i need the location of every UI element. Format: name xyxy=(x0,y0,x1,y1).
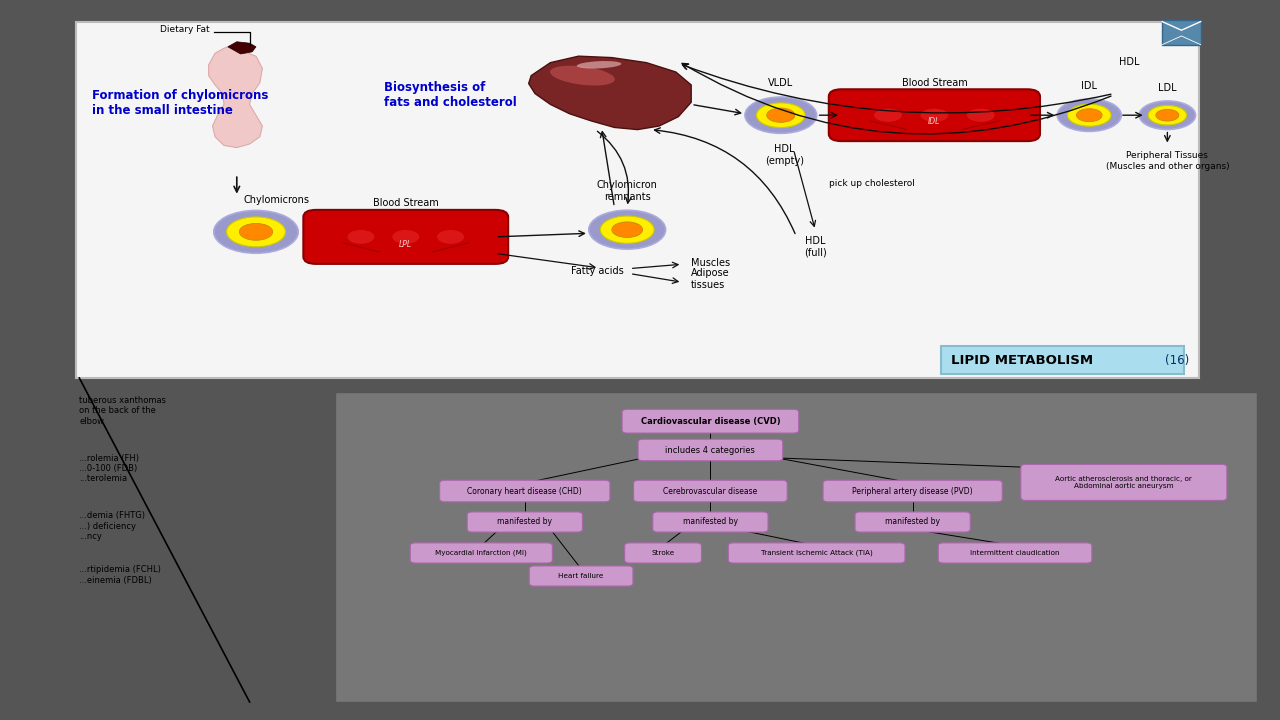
Ellipse shape xyxy=(745,97,817,133)
Polygon shape xyxy=(209,47,262,148)
Ellipse shape xyxy=(239,223,273,240)
Text: HDL
(empty): HDL (empty) xyxy=(765,144,804,166)
Text: includes 4 categories: includes 4 categories xyxy=(666,446,755,454)
Ellipse shape xyxy=(1156,109,1179,121)
Text: manifested by: manifested by xyxy=(498,518,552,526)
Text: Coronary heart disease (CHD): Coronary heart disease (CHD) xyxy=(467,487,582,495)
Ellipse shape xyxy=(392,230,420,244)
Ellipse shape xyxy=(1076,109,1102,122)
Ellipse shape xyxy=(1057,99,1121,132)
FancyArrowPatch shape xyxy=(598,131,631,203)
FancyBboxPatch shape xyxy=(941,346,1184,374)
FancyBboxPatch shape xyxy=(938,543,1092,563)
Ellipse shape xyxy=(600,216,654,243)
FancyBboxPatch shape xyxy=(855,512,970,532)
FancyBboxPatch shape xyxy=(410,543,553,563)
Ellipse shape xyxy=(966,109,995,122)
Text: Heart failure: Heart failure xyxy=(558,573,604,579)
Polygon shape xyxy=(529,56,691,130)
Text: Adipose
tissues: Adipose tissues xyxy=(691,269,730,290)
Text: Formation of chylomicrons
in the small intestine: Formation of chylomicrons in the small i… xyxy=(92,89,269,117)
Ellipse shape xyxy=(436,230,465,244)
Ellipse shape xyxy=(767,108,795,122)
FancyBboxPatch shape xyxy=(639,439,783,461)
Text: Biosynthesis of
fats and cholesterol: Biosynthesis of fats and cholesterol xyxy=(384,81,517,109)
Polygon shape xyxy=(228,42,256,54)
Text: Peripheral Tissues
(Muscles and other organs): Peripheral Tissues (Muscles and other or… xyxy=(1106,151,1229,171)
Ellipse shape xyxy=(589,210,666,249)
Text: LIPID METABOLISM: LIPID METABOLISM xyxy=(951,354,1093,366)
FancyBboxPatch shape xyxy=(467,512,582,532)
Text: Fatty acids: Fatty acids xyxy=(571,266,623,276)
Text: Blood Stream: Blood Stream xyxy=(372,199,439,209)
Text: Chylomicron
remnants: Chylomicron remnants xyxy=(596,180,658,202)
FancyBboxPatch shape xyxy=(625,543,701,563)
Text: pick up cholesterol: pick up cholesterol xyxy=(829,179,915,188)
Text: Peripheral artery disease (PVD): Peripheral artery disease (PVD) xyxy=(852,487,973,495)
Text: ...rtipidemia (FCHL)
...einemia (FDBL): ...rtipidemia (FCHL) ...einemia (FDBL) xyxy=(79,565,161,585)
Ellipse shape xyxy=(214,210,298,253)
Ellipse shape xyxy=(874,109,902,122)
Text: Intermittent claudication: Intermittent claudication xyxy=(970,550,1060,556)
FancyBboxPatch shape xyxy=(440,480,609,502)
Text: Muscles: Muscles xyxy=(691,258,731,269)
Text: Cardiovascular disease (CVD): Cardiovascular disease (CVD) xyxy=(640,417,781,426)
FancyBboxPatch shape xyxy=(530,566,634,586)
Text: (16): (16) xyxy=(1165,354,1189,366)
FancyBboxPatch shape xyxy=(335,392,1257,702)
Ellipse shape xyxy=(1148,106,1187,125)
Text: tuberous xanthomas
on the back of the
elbow: tuberous xanthomas on the back of the el… xyxy=(79,396,166,426)
Ellipse shape xyxy=(550,66,614,86)
Ellipse shape xyxy=(227,217,285,247)
FancyBboxPatch shape xyxy=(823,480,1002,502)
FancyArrowPatch shape xyxy=(682,64,1111,113)
FancyBboxPatch shape xyxy=(1162,20,1201,45)
FancyBboxPatch shape xyxy=(622,409,799,433)
Ellipse shape xyxy=(612,222,643,238)
FancyBboxPatch shape xyxy=(1021,464,1228,500)
Text: Transient Ischemic Attack (TIA): Transient Ischemic Attack (TIA) xyxy=(760,549,873,557)
Ellipse shape xyxy=(920,109,948,122)
Text: HDL: HDL xyxy=(1119,57,1139,67)
Text: Cerebrovascular disease: Cerebrovascular disease xyxy=(663,487,758,495)
Text: Dietary Fat: Dietary Fat xyxy=(160,24,210,34)
FancyBboxPatch shape xyxy=(829,89,1039,141)
Text: IDL: IDL xyxy=(1082,81,1097,91)
FancyBboxPatch shape xyxy=(303,210,508,264)
FancyBboxPatch shape xyxy=(634,480,787,502)
Text: manifested by: manifested by xyxy=(684,518,737,526)
Text: Stroke: Stroke xyxy=(652,550,675,556)
Text: Aortic atherosclerosis and thoracic, or
Abdominal aortic aneurysm: Aortic atherosclerosis and thoracic, or … xyxy=(1056,476,1192,489)
Text: LPL: LPL xyxy=(399,240,412,248)
Text: LDL: LDL xyxy=(1158,84,1176,94)
FancyArrowPatch shape xyxy=(654,128,795,233)
Text: HDL
(full): HDL (full) xyxy=(804,236,827,258)
FancyArrowPatch shape xyxy=(682,63,1111,134)
Text: Myocardial Infarction (MI): Myocardial Infarction (MI) xyxy=(435,549,527,557)
FancyBboxPatch shape xyxy=(76,22,1199,378)
Ellipse shape xyxy=(756,103,805,127)
FancyBboxPatch shape xyxy=(653,512,768,532)
Text: ...rolemia (FH)
...0-100 (FDB)
...terolemia: ...rolemia (FH) ...0-100 (FDB) ...terole… xyxy=(79,454,140,483)
Text: manifested by: manifested by xyxy=(886,518,940,526)
Ellipse shape xyxy=(1139,101,1196,130)
Ellipse shape xyxy=(577,61,621,68)
Text: ...demia (FHTG)
...) deficiency
...ncy: ...demia (FHTG) ...) deficiency ...ncy xyxy=(79,511,146,541)
Text: Blood Stream: Blood Stream xyxy=(901,78,968,88)
Text: VLDL: VLDL xyxy=(768,78,794,89)
Text: Chylomicrons: Chylomicrons xyxy=(243,195,310,205)
Ellipse shape xyxy=(348,230,375,244)
FancyBboxPatch shape xyxy=(728,543,905,563)
Text: IDL: IDL xyxy=(928,117,941,127)
Ellipse shape xyxy=(1068,104,1111,126)
